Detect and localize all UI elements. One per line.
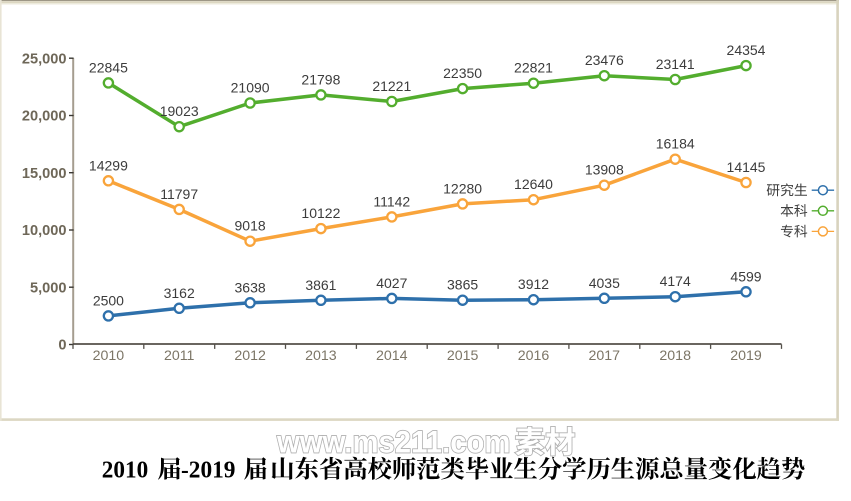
svg-text:11797: 11797 [160,186,198,202]
svg-text:9018: 9018 [235,218,266,234]
svg-text:22845: 22845 [89,59,128,75]
svg-text:3912: 3912 [518,276,549,292]
svg-text:2015: 2015 [447,348,479,364]
svg-text:2017: 2017 [589,348,621,364]
svg-text:22821: 22821 [514,60,553,76]
svg-text:2013: 2013 [305,348,337,364]
svg-text:4027: 4027 [376,275,407,291]
svg-text:21090: 21090 [231,80,270,96]
svg-text:21221: 21221 [372,78,411,94]
svg-text:12280: 12280 [443,180,482,196]
svg-text:www.ms211.com: www.ms211.com [276,424,510,460]
svg-text:23476: 23476 [585,52,624,68]
svg-text:3162: 3162 [164,285,195,301]
svg-text:4035: 4035 [589,275,620,291]
svg-text:2019: 2019 [730,348,762,364]
svg-text:2010: 2010 [93,348,125,364]
svg-text:19023: 19023 [160,103,199,119]
svg-text:12640: 12640 [514,176,553,192]
svg-text:21798: 21798 [301,71,340,87]
svg-text:2018: 2018 [659,348,691,364]
svg-text:4599: 4599 [730,268,761,284]
svg-text:22350: 22350 [443,65,482,81]
svg-text:14299: 14299 [89,157,128,173]
svg-text:2014: 2014 [376,348,408,364]
svg-text:15,000: 15,000 [22,166,67,182]
svg-text:10122: 10122 [301,205,340,221]
svg-text:0: 0 [58,338,66,354]
svg-text:20,000: 20,000 [22,109,67,125]
svg-text:3638: 3638 [235,279,266,295]
svg-text:3861: 3861 [305,277,336,293]
svg-text:2012: 2012 [234,348,266,364]
svg-text:2011: 2011 [164,348,195,364]
svg-text:10,000: 10,000 [22,223,67,239]
svg-text:2016: 2016 [518,348,550,364]
svg-text:5,000: 5,000 [30,280,67,296]
svg-text:-2019: -2019 [181,457,236,484]
svg-text:2500: 2500 [93,292,124,308]
svg-text:2010: 2010 [102,457,148,484]
svg-text:11142: 11142 [373,193,410,209]
svg-text:14145: 14145 [727,159,766,175]
svg-text:4174: 4174 [660,273,691,289]
svg-text:25,000: 25,000 [22,51,67,67]
svg-text:3865: 3865 [447,277,478,293]
svg-text:16184: 16184 [656,136,695,152]
svg-text:23141: 23141 [656,56,695,72]
svg-text:24354: 24354 [727,42,766,58]
svg-text:13908: 13908 [585,162,624,178]
